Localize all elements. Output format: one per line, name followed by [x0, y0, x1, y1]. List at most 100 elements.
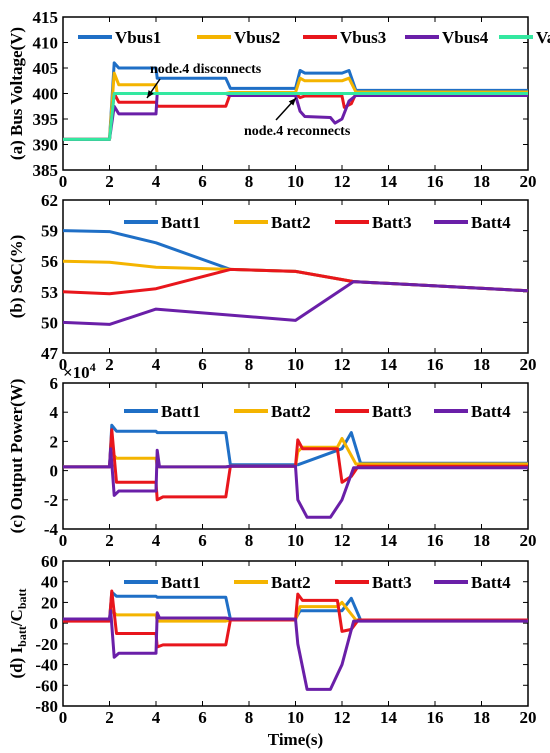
y-tick-label: 385 [33, 161, 59, 180]
x-tick-label: 2 [105, 355, 114, 374]
y-tick-label: 62 [41, 191, 58, 210]
series-line-vbus4 [63, 92, 528, 141]
x-tick-label: 0 [59, 531, 68, 550]
legend-label: Batt2 [271, 402, 311, 421]
legend-label: Batt3 [372, 402, 412, 421]
x-tick-label: 14 [380, 708, 398, 727]
legend-label: Vbus2 [234, 28, 280, 47]
x-tick-label: 0 [59, 172, 68, 191]
legend-label: Batt1 [161, 402, 201, 421]
x-tick-label: 12 [334, 172, 351, 191]
legend-label: Batt2 [271, 573, 311, 592]
x-tick-label: 2 [105, 708, 114, 727]
y-tick-label: 20 [41, 593, 58, 612]
legend-label: Vbus3 [340, 28, 386, 47]
series-line-vavg [63, 92, 528, 141]
x-tick-label: 12 [334, 531, 351, 550]
annotation-arrowhead [288, 98, 296, 106]
x-tick-label: 18 [473, 531, 490, 550]
x-tick-label: 6 [198, 355, 207, 374]
y-tick-label: 40 [41, 573, 58, 592]
x-tick-label: 16 [427, 355, 444, 374]
y-axis-label: (c) Output Power(W) [7, 379, 26, 534]
annotation-arrowhead [147, 90, 154, 98]
y-axis-label: (d) Ibatt/Cbatt [7, 589, 29, 679]
legend-label: Batt3 [372, 573, 412, 592]
legend-label: Vbus4 [442, 28, 489, 47]
y-tick-label: 395 [33, 110, 59, 129]
legend-label: Batt2 [271, 213, 311, 232]
scale-factor-label: ×104 [63, 360, 96, 382]
series-line-batt4 [63, 609, 528, 691]
y-tick-label: 405 [33, 59, 59, 78]
x-tick-label: 6 [198, 531, 207, 550]
plot-area [62, 199, 529, 354]
y-tick-label: 59 [41, 222, 58, 241]
y-tick-label: 4 [50, 403, 59, 422]
x-tick-label: 0 [59, 708, 68, 727]
x-tick-label: 10 [287, 708, 304, 727]
x-tick-label: 14 [380, 531, 398, 550]
x-tick-label: 16 [427, 531, 444, 550]
annotation-label: node.4 disconnects [150, 62, 262, 77]
x-tick-label: 12 [334, 708, 351, 727]
x-tick-label: 14 [380, 355, 398, 374]
y-tick-label: 400 [33, 85, 59, 104]
x-tick-label: 20 [520, 531, 537, 550]
x-tick-label: 2 [105, 531, 114, 550]
series-line-batt1 [63, 423, 528, 469]
x-tick-label: 18 [473, 708, 490, 727]
y-tick-label: 53 [41, 283, 58, 302]
series-line-batt4 [63, 447, 528, 519]
y-tick-label: 56 [41, 252, 58, 271]
y-tick-label: 410 [33, 34, 59, 53]
y-tick-label: 60 [41, 552, 58, 571]
legend-label: Batt3 [372, 213, 412, 232]
x-tick-label: 4 [152, 355, 161, 374]
legend-label: Vbus1 [115, 28, 161, 47]
series-line-vbus1 [63, 61, 528, 141]
x-tick-label: 20 [520, 708, 537, 727]
x-tick-label: 20 [520, 355, 537, 374]
x-tick-label: 12 [334, 355, 351, 374]
y-tick-label: -2 [44, 491, 58, 510]
y-tick-label: 390 [33, 136, 59, 155]
legend-label: Batt1 [161, 573, 201, 592]
x-tick-label: 0 [59, 355, 68, 374]
y-tick-label: 415 [33, 8, 59, 27]
x-tick-label: 8 [245, 531, 254, 550]
panel-4: 0 2 4 6 8 10 12 14 16 18 20-80-60-40-200204060Batt… [7, 552, 537, 727]
y-tick-label: -60 [35, 676, 58, 695]
series-line-batt4 [62, 280, 529, 326]
legend-label: Batt1 [161, 213, 201, 232]
y-tick-label: 6 [50, 374, 59, 393]
x-tick-label: 8 [245, 355, 254, 374]
y-tick-label: -40 [35, 656, 58, 675]
y-tick-label: -20 [35, 635, 58, 654]
y-axis-label: (b) SoC(%) [7, 235, 26, 319]
x-tick-label: 10 [287, 355, 304, 374]
x-tick-label: 18 [473, 355, 490, 374]
x-tick-label: 16 [427, 708, 444, 727]
y-tick-label: -80 [35, 697, 58, 716]
x-tick-label: 18 [473, 172, 490, 191]
annotation-label: node.4 reconnects [244, 124, 351, 139]
x-tick-label: 20 [520, 172, 537, 191]
y-axis-label: (a) Bus Voltage(V) [7, 27, 26, 160]
x-tick-label: 2 [105, 172, 114, 191]
x-tick-label: 8 [245, 708, 254, 727]
x-tick-label: 14 [380, 172, 398, 191]
y-tick-label: 47 [41, 344, 59, 363]
x-tick-label: 8 [245, 172, 254, 191]
panel-3: 0 2 4 6 8 10 12 14 16 18 20 -4 -2 0 2 4 6 Batt1 Batt2 Batt3… [7, 360, 537, 550]
legend-label: Vavg [536, 28, 550, 47]
y-tick-label: 50 [41, 313, 58, 332]
panel-2: 0 2 4 6 8 10 12 14 16 18 20 47 50 53 56 59 62 Batt1 Batt2 B… [7, 191, 537, 374]
x-tick-label: 6 [198, 708, 207, 727]
y-tick-label: 0 [50, 462, 59, 481]
legend-label: Batt4 [471, 573, 511, 592]
x-axis-label: Time(s) [268, 730, 323, 749]
x-tick-label: 6 [198, 172, 207, 191]
y-tick-label: 0 [50, 614, 59, 633]
x-tick-label: 10 [287, 172, 304, 191]
